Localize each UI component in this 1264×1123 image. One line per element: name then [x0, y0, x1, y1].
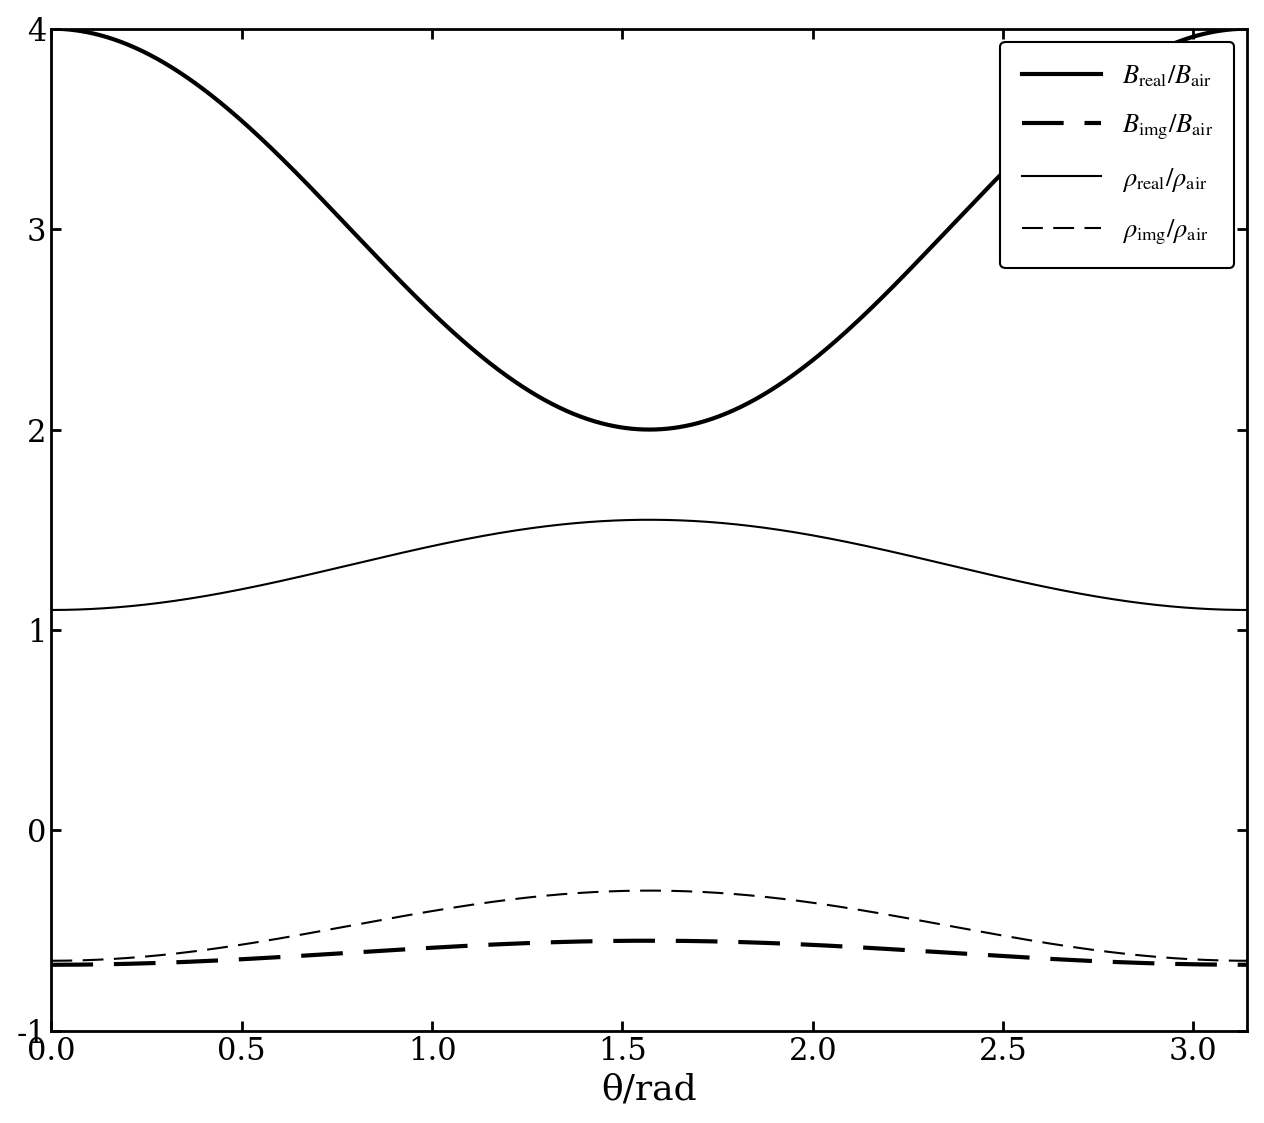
Legend: $B_\mathrm{real}/B_\mathrm{air}$, $B_\mathrm{img}/B_\mathrm{air}$, $\rho_\mathrm: $B_\mathrm{real}/B_\mathrm{air}$, $B_\ma… — [1001, 42, 1234, 268]
X-axis label: θ/rad: θ/rad — [602, 1072, 698, 1106]
